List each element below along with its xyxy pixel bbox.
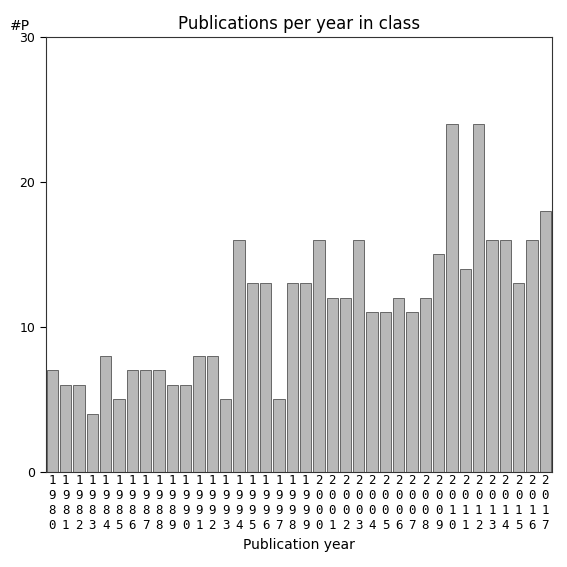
Bar [273, 399, 285, 472]
Bar [407, 312, 418, 472]
Bar [353, 240, 365, 472]
Bar [180, 385, 191, 472]
Bar [260, 284, 271, 472]
Bar [206, 356, 218, 472]
Bar [60, 385, 71, 472]
Bar [167, 385, 178, 472]
Bar [313, 240, 324, 472]
Bar [193, 356, 205, 472]
Bar [540, 211, 551, 472]
Bar [300, 284, 311, 472]
Bar [420, 298, 431, 472]
Bar [513, 284, 524, 472]
Bar [286, 284, 298, 472]
Bar [500, 240, 511, 472]
Bar [247, 284, 258, 472]
Text: #P: #P [10, 19, 31, 33]
Bar [340, 298, 351, 472]
Bar [526, 240, 538, 472]
X-axis label: Publication year: Publication year [243, 538, 355, 552]
Bar [220, 399, 231, 472]
Bar [486, 240, 498, 472]
Bar [433, 255, 445, 472]
Bar [233, 240, 244, 472]
Bar [393, 298, 404, 472]
Bar [126, 370, 138, 472]
Bar [473, 124, 484, 472]
Bar [380, 312, 391, 472]
Bar [446, 124, 458, 472]
Bar [113, 399, 125, 472]
Bar [153, 370, 164, 472]
Bar [46, 370, 58, 472]
Bar [73, 385, 84, 472]
Bar [327, 298, 338, 472]
Bar [366, 312, 378, 472]
Bar [87, 414, 98, 472]
Bar [100, 356, 111, 472]
Bar [140, 370, 151, 472]
Bar [460, 269, 471, 472]
Title: Publications per year in class: Publications per year in class [178, 15, 420, 33]
